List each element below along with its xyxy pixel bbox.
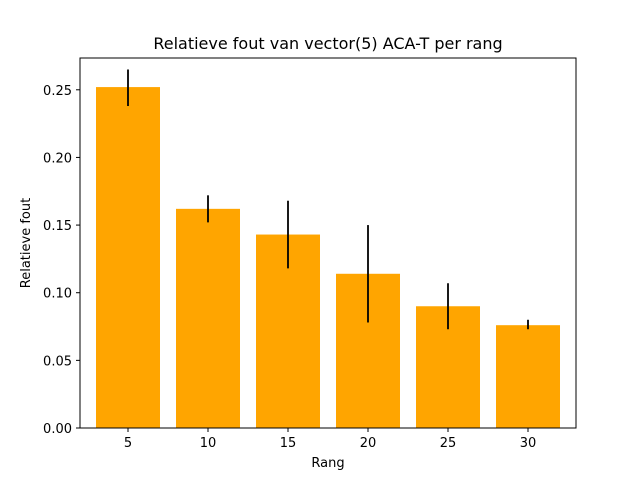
y-tick-label: 0.20 xyxy=(43,151,72,166)
x-tick-label: 10 xyxy=(200,436,217,451)
y-axis-label: Relatieve fout xyxy=(19,198,34,288)
bar xyxy=(496,325,560,428)
x-tick-label: 5 xyxy=(124,436,132,451)
y-tick-label: 0.25 xyxy=(43,84,72,99)
x-tick-label: 20 xyxy=(360,436,377,451)
x-axis-label: Rang xyxy=(311,456,344,471)
y-axis-ticks: 0.00 0.05 0.10 0.15 0.20 0.25 xyxy=(43,84,80,437)
chart-title: Relatieve fout van vector(5) ACA-T per r… xyxy=(153,34,502,53)
error-bars-layer xyxy=(127,69,529,330)
x-tick-label: 15 xyxy=(280,436,297,451)
y-tick-label: 0.10 xyxy=(43,287,72,302)
y-tick-label: 0.15 xyxy=(43,219,72,234)
x-axis-ticks: 5 10 15 20 25 30 xyxy=(124,428,536,451)
y-tick-label: 0.05 xyxy=(43,354,72,369)
bar xyxy=(96,87,160,428)
bar xyxy=(176,208,240,428)
x-tick-label: 25 xyxy=(440,436,457,451)
x-tick-label: 30 xyxy=(520,436,537,451)
plot-frame xyxy=(79,57,577,429)
y-tick-label: 0.00 xyxy=(43,422,72,437)
